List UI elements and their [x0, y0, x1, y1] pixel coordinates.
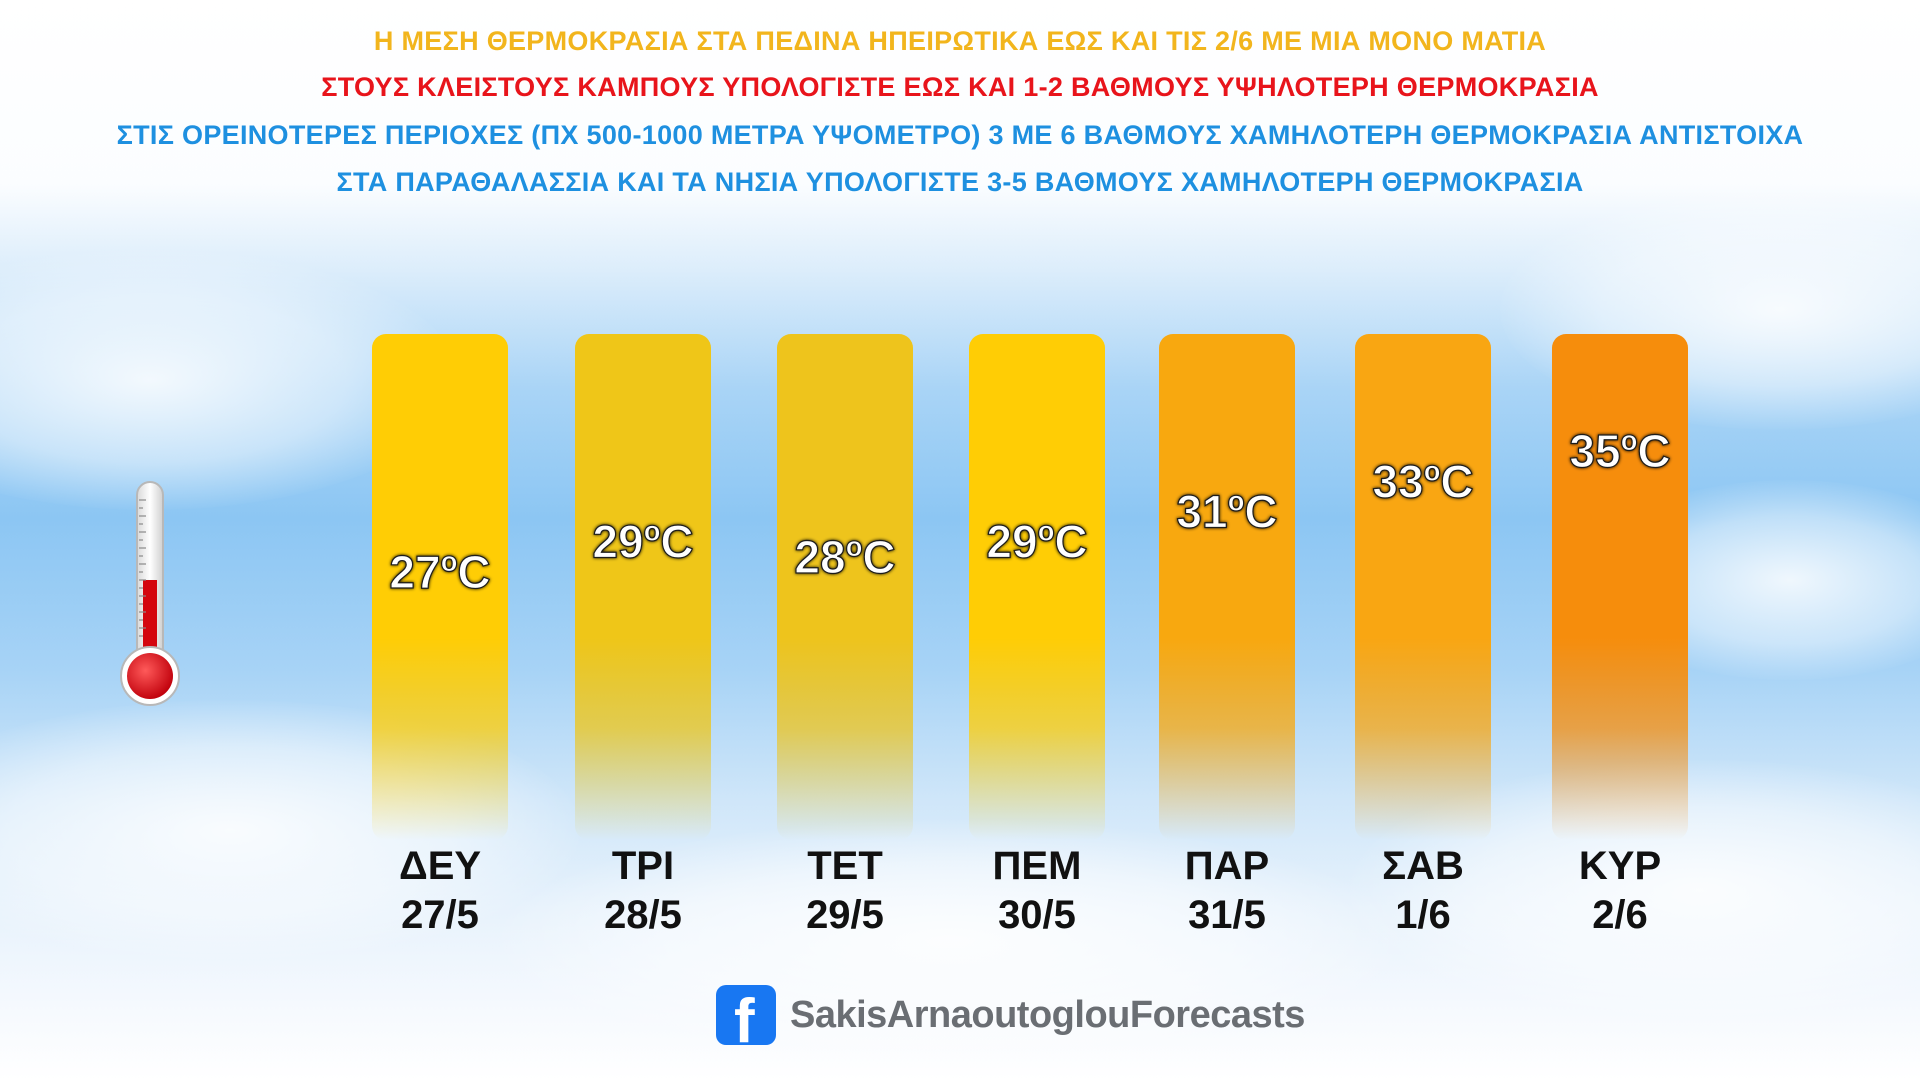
value-label: 33ºC: [1372, 455, 1473, 507]
value-label: 29ºC: [986, 516, 1087, 568]
day-label: ΣΑΒ: [1382, 844, 1464, 888]
facebook-icon[interactable]: f: [716, 985, 776, 1045]
date-label: 1/6: [1395, 893, 1451, 937]
thermometer-icon: [120, 481, 180, 706]
value-label: 27ºC: [389, 546, 490, 598]
headline-line-3: ΣΤΙΣ ΟΡΕΙΝΟΤΕΡΕΣ ΠΕΡΙΟΧΕΣ (ΠΧ 500-1000 Μ…: [116, 120, 1804, 150]
date-label: 31/5: [1188, 893, 1266, 937]
facebook-credit: f SakisArnaoutoglouForecasts: [716, 985, 1305, 1045]
bar-27-5: [372, 334, 508, 840]
date-label: 2/6: [1592, 893, 1648, 937]
value-label: 35ºC: [1569, 425, 1670, 477]
facebook-glyph: f: [734, 987, 755, 1046]
value-label: 28ºC: [794, 531, 895, 583]
headline-line-1: Η ΜΕΣΗ ΘΕΡΜΟΚΡΑΣΙΑ ΣΤΑ ΠΕΔΙΝΑ ΗΠΕΙΡΩΤΙΚΑ…: [373, 26, 1547, 56]
bar-2-6: [1552, 334, 1688, 840]
bar-30-5: [969, 334, 1105, 840]
value-label: 29ºC: [592, 516, 693, 568]
bar-1-6: [1355, 334, 1491, 840]
bar-28-5: [575, 334, 711, 840]
headline-line-4: ΣΤΑ ΠΑΡΑΘΑΛΑΣΣΙΑ ΚΑΙ ΤΑ ΝΗΣΙΑ ΥΠΟΛΟΓΙΣΤΕ…: [336, 167, 1584, 197]
facebook-page-name[interactable]: SakisArnaoutoglouForecasts: [790, 993, 1305, 1036]
date-label: 30/5: [998, 893, 1076, 937]
bar-31-5: [1159, 334, 1295, 840]
headline-line-2: ΣΤΟΥΣ ΚΛΕΙΣΤΟΥΣ ΚΑΜΠΟΥΣ ΥΠΟΛΟΓΙΣΤΕ ΕΩΣ Κ…: [321, 72, 1599, 102]
date-label: 28/5: [604, 893, 682, 937]
date-label: 29/5: [806, 893, 884, 937]
day-label: ΤΡΙ: [612, 844, 674, 888]
day-label: ΠΕΜ: [993, 844, 1082, 888]
day-label: ΔΕΥ: [399, 844, 481, 888]
date-label: 27/5: [401, 893, 479, 937]
day-label: ΤΕΤ: [807, 844, 883, 888]
bar-29-5: [777, 334, 913, 840]
day-label: ΚΥΡ: [1579, 844, 1661, 888]
day-label: ΠΑΡ: [1185, 844, 1269, 888]
value-label: 31ºC: [1176, 486, 1277, 538]
